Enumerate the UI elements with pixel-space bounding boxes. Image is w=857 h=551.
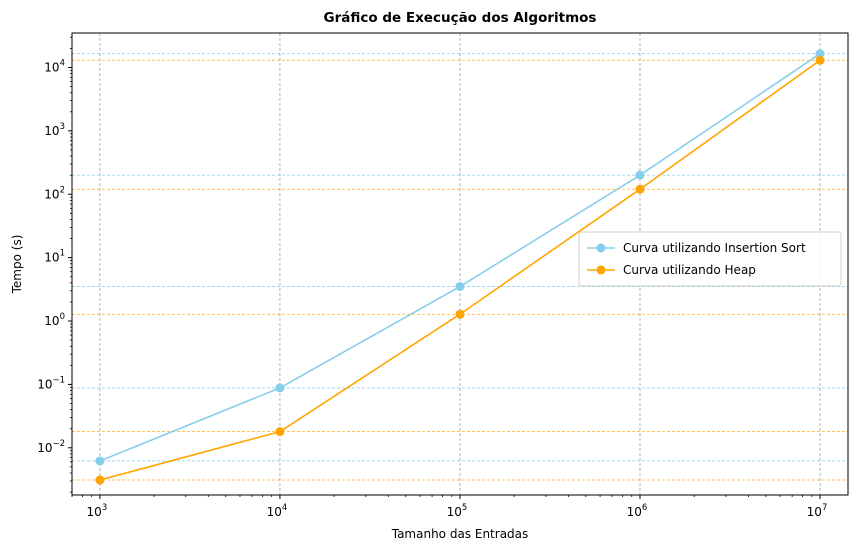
y-tick-exponent: 4 xyxy=(60,58,65,68)
y-tick-label: 101 xyxy=(44,249,65,265)
data-point xyxy=(815,49,825,59)
y-axis-label: Tempo (s) xyxy=(10,235,24,295)
y-tick-label: 102 xyxy=(44,185,65,201)
y-tick-base: 10 xyxy=(37,441,52,455)
y-tick-exponent: −2 xyxy=(52,439,65,449)
legend-swatch-marker xyxy=(596,243,606,253)
y-tick-base: 10 xyxy=(44,187,59,201)
x-tick-exponent: 7 xyxy=(822,503,827,513)
y-tick-base: 10 xyxy=(44,314,59,328)
y-tick-label: 10−2 xyxy=(37,439,65,455)
x-tick-exponent: 6 xyxy=(642,503,647,513)
series-layer xyxy=(95,49,825,485)
chart-title: Gráfico de Execução dos Algoritmos xyxy=(324,10,597,26)
y-tick-label: 10−1 xyxy=(37,375,65,391)
y-tick-exponent: 0 xyxy=(60,312,65,322)
y-tick-label: 103 xyxy=(44,122,65,138)
legend: Curva utilizando Insertion Sort Curva uti… xyxy=(578,231,842,287)
data-point xyxy=(455,309,465,319)
legend-entry: Curva utilizando Insertion Sort xyxy=(623,241,806,255)
y-tick-exponent: −1 xyxy=(52,375,65,385)
y-tick-exponent: 2 xyxy=(60,185,65,195)
x-tick-exponent: 5 xyxy=(462,503,467,513)
y-tick-base: 10 xyxy=(44,251,59,265)
legend-swatch-marker xyxy=(596,265,606,275)
x-tick-exponent: 3 xyxy=(102,503,107,513)
y-tick-base: 10 xyxy=(37,377,52,391)
data-point xyxy=(455,282,465,292)
legend-box xyxy=(578,231,842,287)
data-point xyxy=(635,170,645,180)
data-point xyxy=(95,475,105,485)
y-tick-label: 100 xyxy=(44,312,65,328)
data-point xyxy=(635,184,645,194)
data-point xyxy=(275,383,285,393)
y-tick-exponent: 1 xyxy=(60,249,65,259)
y-tick-exponent: 3 xyxy=(60,122,65,132)
data-point xyxy=(95,456,105,466)
y-tick-base: 10 xyxy=(44,124,59,138)
y-tick-base: 10 xyxy=(44,60,59,74)
data-point xyxy=(275,427,285,437)
x-axis-label: Tamanho das Entradas xyxy=(391,527,529,541)
grid xyxy=(72,33,848,495)
data-point xyxy=(815,55,825,65)
legend-entry: Curva utilizando Heap xyxy=(623,263,756,277)
y-tick-label: 104 xyxy=(44,58,65,74)
x-tick-exponent: 4 xyxy=(282,503,287,513)
